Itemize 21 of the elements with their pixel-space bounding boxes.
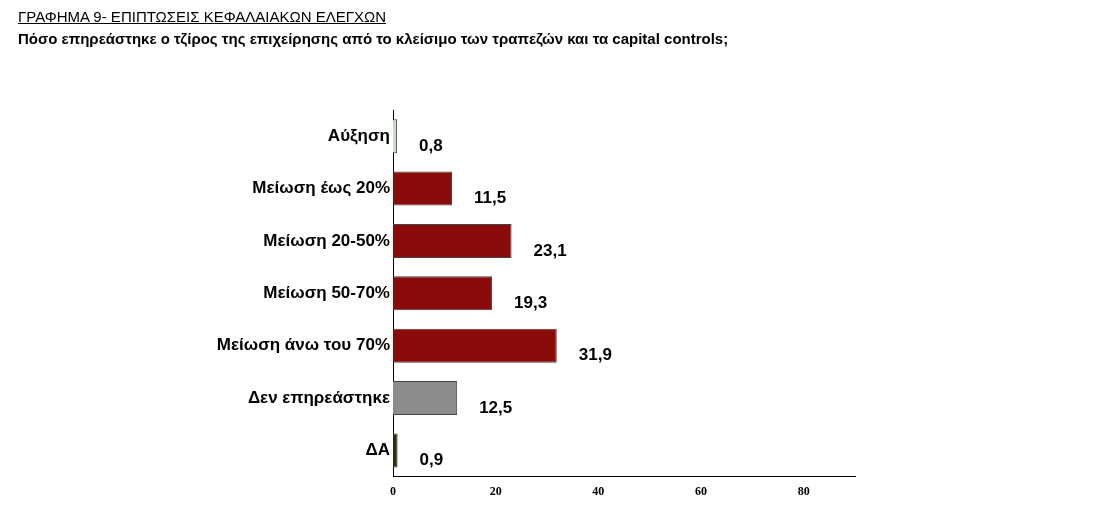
- y-tick-label: Αύξηση: [327, 125, 390, 145]
- data-label: 11,5: [474, 188, 507, 208]
- data-label: 19,3: [514, 292, 548, 312]
- data-label: 12,5: [479, 397, 513, 417]
- x-tick-label: 0: [390, 483, 396, 498]
- data-label: 0,8: [419, 135, 443, 155]
- y-tick-label: ΔΑ: [365, 440, 390, 460]
- y-tick-label: Μείωση άνω του 70%: [216, 335, 390, 355]
- y-tick-label: Μείωση έως 20%: [252, 178, 390, 198]
- chart-subtitle: Πόσο επηρεάστηκε ο τζίρος της επιχείρησης από το κλείσιμο των τραπεζών και τα capital controls;: [18, 30, 729, 47]
- x-tick-label: 40: [592, 483, 605, 498]
- data-label: 23,1: [533, 240, 567, 260]
- x-tick-label: 60: [695, 483, 707, 498]
- y-tick-label: Δεν επηρεάστηκε: [247, 387, 390, 407]
- text: ΓΡΑΦΗΜΑ 9- ΕΠΙΠΤΩΣΕΙΣ ΚΕΦΑΛΑΙΑΚΩΝ ΕΛΕΓΧΩΝ: [18, 8, 387, 25]
- x-tick-label: 20: [489, 483, 502, 498]
- y-tick-label: Μείωση 20-50%: [263, 230, 390, 250]
- data-label: 0,9: [419, 450, 444, 470]
- x-tick-label: 80: [797, 483, 810, 498]
- data-label: 31,9: [578, 345, 612, 365]
- y-tick-label: Μείωση 50-70%: [263, 282, 390, 302]
